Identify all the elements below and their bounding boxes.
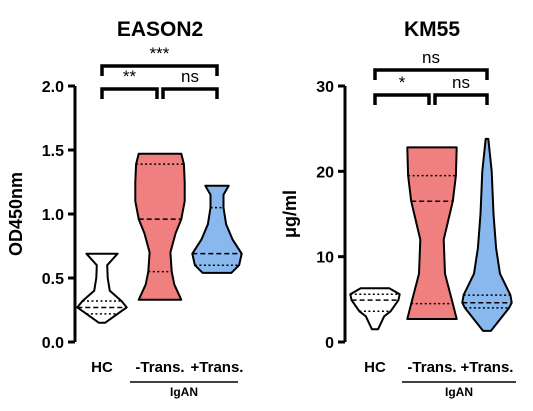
x-category-label: +Trans. [191,359,244,376]
violin-body [76,252,128,324]
significance-bracket: *** [100,44,219,76]
significance-bracket: ns [433,73,489,105]
bracket-line [433,93,489,105]
significance-bracket: ** [100,67,159,99]
violin-trans [461,137,513,332]
bracket-line [100,64,219,76]
x-category-label: -Trans. [407,359,456,376]
y-tick-label: 10 [316,250,334,267]
y-tick-label: 0 [325,335,334,352]
y-axis-label: OD450nm [6,172,26,256]
group-label: IgAN [445,385,473,399]
violin-hc [349,287,401,331]
chart-title: EASON2 [117,18,203,41]
x-category-label: HC [91,359,113,376]
y-tick-label: 2.0 [42,79,64,96]
violin-body [406,146,458,320]
violin-body [134,152,186,301]
violin-body [191,184,243,274]
group-label: IgAN [170,385,198,399]
significance-bracket: * [373,73,431,105]
violin-trans [134,152,186,301]
significance-label: *** [150,44,170,63]
y-tick-label: 0.5 [42,271,64,288]
y-tick-label: 30 [316,79,334,96]
y-tick-label: 20 [316,164,334,181]
bracket-line [373,68,489,80]
x-category-label: HC [364,359,386,376]
violin-hc [76,252,128,324]
significance-label: ns [422,48,440,67]
y-axis-label: μg/ml [280,190,300,238]
chart-panel-km55: KM55 μg/ml 0 10 20 30 HC -Trans. +Trans. IgAN * nsn… [280,18,516,399]
significance-label: ns [181,67,199,86]
bracket-line [100,87,159,99]
x-category-label: -Trans. [135,359,184,376]
significance-bracket: ns [161,67,219,99]
significance-label: ns [452,73,470,92]
bracket-line [373,93,431,105]
x-category-label: +Trans. [461,359,514,376]
significance-label: ** [123,67,137,86]
significance-label: * [399,73,406,92]
y-tick-label: 1.5 [42,143,64,160]
chart-title: KM55 [404,18,460,41]
violin-trans [406,146,458,320]
y-tick-label: 1.0 [42,207,64,224]
bracket-line [161,87,219,99]
violin-trans [191,184,243,274]
significance-bracket: ns [373,48,489,80]
y-tick-label: 0.0 [42,335,64,352]
chart-panel-eason2: EASON2 OD450nm 0.0 0.5 1.0 1.5 2.0 HC -Trans. +Tr… [6,18,243,399]
violin-body [349,287,401,331]
